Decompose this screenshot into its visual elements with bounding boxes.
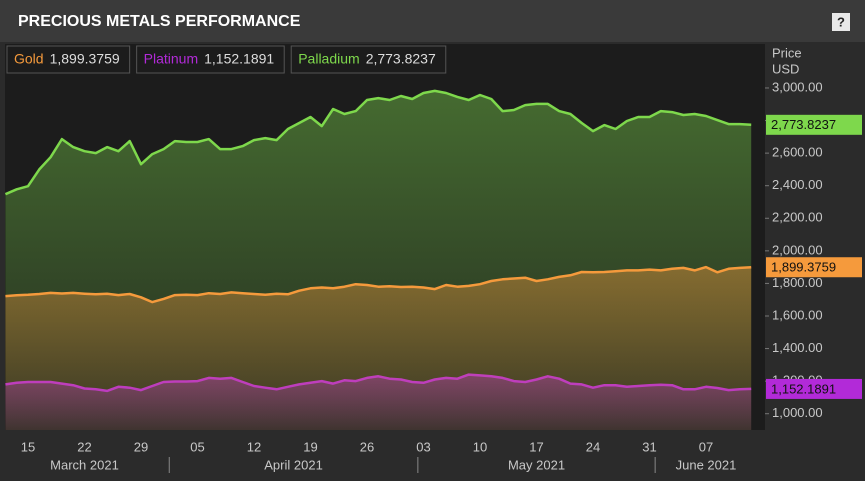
y-tick-label: 2,400.00 xyxy=(772,177,823,192)
x-tick-label: 24 xyxy=(586,439,600,454)
header xyxy=(0,0,865,42)
x-tick-label: 10 xyxy=(473,439,487,454)
legend-name: Gold xyxy=(14,51,44,67)
value-badge xyxy=(766,378,862,399)
line xyxy=(5,265,752,304)
y-tick-label: 3,000.00 xyxy=(772,79,823,94)
legend-name: Platinum xyxy=(144,51,198,67)
y-axis-label: Price xyxy=(772,45,802,60)
y-tick-label: 2,200.00 xyxy=(772,210,823,225)
x-tick-label: 03 xyxy=(416,439,430,454)
x-group-label: April 2021 xyxy=(264,457,323,472)
value-badge-label: 1,152.1891 xyxy=(771,381,836,396)
x-group-label: May 2021 xyxy=(508,457,565,472)
legend-value: 1,152.1891 xyxy=(204,51,274,67)
x-tick-label: 22 xyxy=(77,439,91,454)
y-tick-label: 1,800.00 xyxy=(772,275,823,290)
x-tick-label: 19 xyxy=(303,439,317,454)
y-tick-label: 2,000.00 xyxy=(772,242,823,257)
legend-box xyxy=(6,45,131,74)
x-group-label: March 2021 xyxy=(50,457,119,472)
x-tick-label: 26 xyxy=(360,439,374,454)
x-tick-label: 29 xyxy=(134,439,148,454)
help-icon[interactable]: ? xyxy=(837,14,845,29)
x-group-label: June 2021 xyxy=(676,457,737,472)
area xyxy=(5,267,752,430)
legend-name: Palladium xyxy=(298,51,359,67)
x-tick-label: 07 xyxy=(699,439,713,454)
help-button[interactable] xyxy=(832,13,850,31)
value-badge-label: 1,899.3759 xyxy=(771,260,836,275)
x-tick-label: 12 xyxy=(247,439,261,454)
value-badge xyxy=(766,257,862,278)
line xyxy=(4,89,752,196)
y-tick-label: 1,000.00 xyxy=(772,405,823,420)
chart-title: PRECIOUS METALS PERFORMANCE xyxy=(18,13,301,30)
legend-box xyxy=(290,45,447,74)
y-tick-label: 2,600.00 xyxy=(772,145,823,160)
y-tick-label: 1,600.00 xyxy=(772,307,823,322)
legend-value: 2,773.8237 xyxy=(366,51,436,67)
y-tick-label: 1,400.00 xyxy=(772,340,823,355)
y-axis-label: USD xyxy=(772,61,799,76)
value-badge xyxy=(766,114,862,135)
x-tick-label: 05 xyxy=(190,439,204,454)
legend-box xyxy=(136,45,285,74)
x-tick-label: 31 xyxy=(642,439,656,454)
x-tick-label: 17 xyxy=(529,439,543,454)
value-badge-label: 2,773.8237 xyxy=(771,117,836,132)
legend-value: 1,899.3759 xyxy=(50,51,120,67)
x-tick-label: 15 xyxy=(21,439,35,454)
